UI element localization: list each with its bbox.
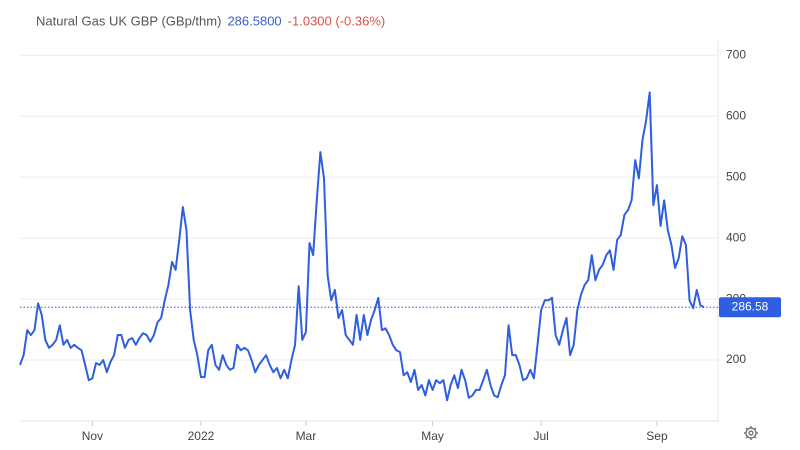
y-tick-label: 600	[726, 108, 746, 122]
x-tick-label: Mar	[296, 429, 317, 443]
x-tick-label: May	[421, 429, 444, 443]
x-tick-label: Jul	[533, 429, 548, 443]
y-tick-label: 700	[726, 47, 746, 61]
chart-title: Natural Gas UK GBP (GBp/thm)	[36, 13, 221, 28]
settings-icon[interactable]	[744, 426, 758, 440]
price: 286.5800	[227, 13, 281, 28]
price-change: -1.0300 (-0.36%)	[288, 13, 386, 28]
last-price-label: 286.58	[732, 299, 769, 313]
x-tick-label: Sep	[646, 429, 668, 443]
y-tick-label: 400	[726, 230, 746, 244]
y-tick-label: 500	[726, 169, 746, 183]
last-price-box	[719, 297, 781, 318]
y-tick-label: 200	[726, 352, 746, 366]
price-line	[19, 91, 705, 402]
x-tick-label: 2022	[188, 429, 215, 443]
x-tick-label: Nov	[82, 429, 103, 443]
